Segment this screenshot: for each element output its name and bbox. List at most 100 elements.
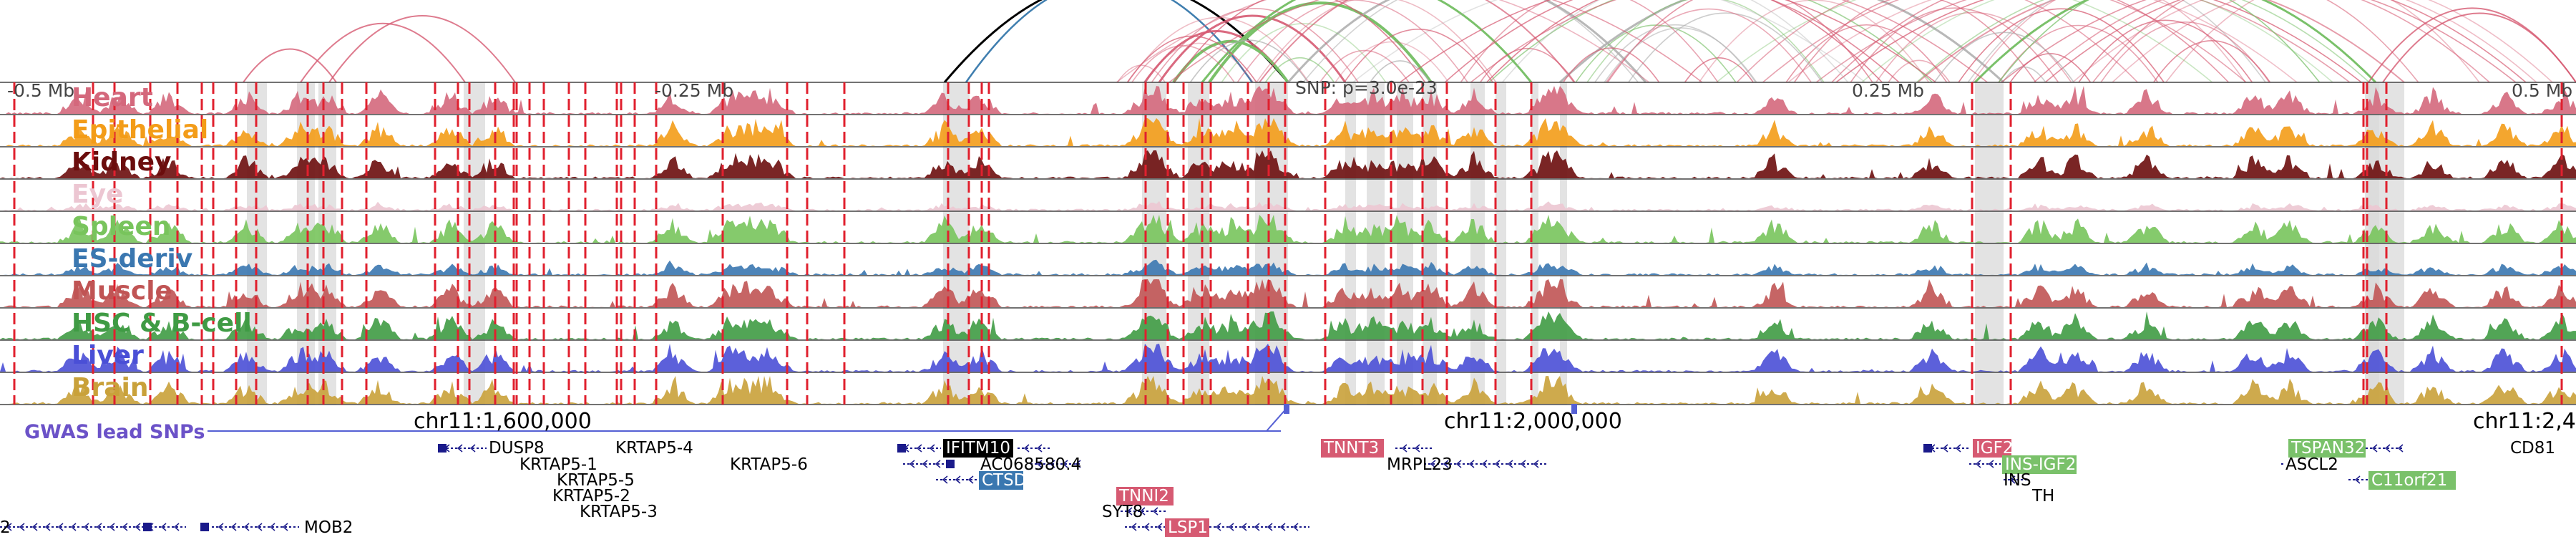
snp-marker-lines	[13, 82, 2563, 405]
track-label-spleen: Spleen	[72, 212, 171, 241]
interaction-arc	[1501, 0, 1849, 83]
gene-structures	[0, 444, 2404, 531]
strand-arrow	[31, 523, 38, 531]
interaction-arc	[1606, 0, 1873, 83]
gene-ascl2[interactable]: ASCL2	[2285, 455, 2338, 474]
interaction-arc	[1335, 41, 1450, 83]
interaction-arc	[1151, 8, 1359, 83]
gene-ins-igf2[interactable]: INS-IGF2	[2005, 455, 2076, 474]
strand-arrow	[2009, 475, 2016, 484]
interaction-arc	[1698, 0, 1930, 83]
interaction-arc	[1256, 0, 1497, 83]
track-label-brain: Brain	[72, 373, 148, 402]
gene-krtap5-1[interactable]: KRTAP5-1	[519, 455, 597, 474]
gene-krtap5-6[interactable]: KRTAP5-6	[730, 455, 808, 474]
gene-ctsd[interactable]: CTSD	[982, 471, 1026, 490]
gwas-snp-mark[interactable]	[1571, 404, 1577, 414]
signal-epithelial	[0, 118, 2576, 146]
rel-label-snp-pvalue: SNP: p=3.0e-23	[1295, 77, 1438, 98]
gene-truncated-left[interactable]: 2	[0, 518, 11, 537]
track-label-es-deriv: ES-deriv	[72, 244, 192, 274]
interaction-arc	[1221, 23, 1387, 83]
interaction-arcs	[243, 0, 2576, 84]
interaction-arc	[1762, 0, 2247, 83]
strand-arrow	[2354, 475, 2361, 484]
interaction-arc	[1998, 0, 2321, 83]
interaction-arc	[2044, 0, 2527, 83]
strand-arrow	[1955, 444, 1961, 453]
gene-syt8[interactable]: SYT8	[1102, 503, 1143, 521]
gene-ins[interactable]: INS	[2004, 471, 2031, 490]
strand-arrow	[1049, 460, 1055, 468]
interaction-arc	[1558, 0, 2005, 84]
interaction-arc	[1444, 0, 1900, 83]
interaction-arc	[1169, 0, 1703, 83]
strand-arrow	[96, 523, 102, 531]
strand-arrow	[935, 460, 941, 468]
strand-arrow	[457, 444, 463, 453]
track-label-muscle: Muscle	[72, 276, 172, 306]
strand-arrow	[160, 523, 167, 531]
gene-lsp1[interactable]: LSP1	[1168, 518, 1208, 537]
strand-arrow	[122, 523, 128, 531]
strand-arrow	[1152, 507, 1158, 516]
interaction-arc	[2078, 19, 2253, 83]
rel-label-plus-0.25mb: 0.25 Mb	[1852, 80, 1924, 101]
interaction-arc	[2034, 0, 2490, 83]
signal-kidney	[0, 150, 2576, 178]
gene-cd81[interactable]: CD81	[2510, 439, 2555, 458]
signal-spleen	[0, 215, 2576, 243]
gene-tnnt3[interactable]: TNNT3	[1323, 439, 1379, 458]
strand-arrow	[1468, 460, 1475, 468]
interaction-arc	[1716, 0, 2213, 83]
interaction-arc	[1201, 0, 1533, 83]
strand-arrow	[1254, 523, 1260, 531]
interaction-arc	[1861, 0, 2333, 83]
strand-arrow	[942, 475, 948, 484]
interaction-arc	[1173, 0, 1426, 83]
strand-arrow	[19, 523, 25, 531]
strand-arrow	[1241, 523, 1247, 531]
gene-mob2[interactable]: MOB2	[304, 518, 353, 537]
interaction-arc	[1236, 0, 1468, 83]
gene-tspan32[interactable]: TSPAN32	[2290, 439, 2365, 458]
interaction-arc	[1158, 14, 1347, 83]
gwas-snp-mark[interactable]	[1284, 404, 1289, 414]
interaction-arc	[1131, 45, 1235, 83]
rel-label-plus-0.5mb: 0.5 Mb	[2512, 80, 2572, 101]
strand-arrow	[57, 523, 64, 531]
strand-arrow	[1156, 523, 1163, 531]
gene-th[interactable]: TH	[2031, 487, 2054, 505]
gene-mrpl23[interactable]: MRPL23	[1387, 455, 1453, 474]
interaction-arc	[1302, 0, 1639, 83]
gene-krtap5-2[interactable]: KRTAP5-2	[552, 487, 630, 505]
gene-c11orf21[interactable]: C11orf21	[2371, 471, 2447, 490]
gene-tnni2[interactable]: TNNI2	[1118, 487, 1169, 505]
strand-arrow	[909, 460, 915, 468]
interaction-arc	[1785, 24, 1948, 83]
interaction-arc	[1787, 0, 2298, 83]
track-labels: Heart Epithelial Kidney Eye Spleen ES-de…	[72, 83, 252, 402]
interaction-arc	[2382, 12, 2576, 83]
strand-arrow	[2371, 444, 2378, 453]
gene-krtap5-3[interactable]: KRTAP5-3	[580, 503, 658, 521]
strand-arrow	[1520, 460, 1526, 468]
interaction-arc	[1460, 0, 1719, 83]
gene-krtap5-4[interactable]: KRTAP5-4	[615, 439, 693, 458]
signal-eye	[0, 200, 2576, 211]
strand-arrow	[929, 444, 935, 453]
gene-krtap5-5[interactable]: KRTAP5-5	[557, 471, 635, 490]
gwas-track-label: GWAS lead SNPs	[24, 421, 205, 443]
signal-hsc-b-cell	[0, 311, 2576, 339]
interaction-arc	[243, 48, 337, 83]
gene-igf2[interactable]: IGF2	[1976, 439, 2013, 458]
gene-dusp8[interactable]: DUSP8	[489, 439, 545, 458]
interaction-arc	[2100, 21, 2270, 83]
strand-arrow	[955, 475, 961, 484]
track-label-eye: Eye	[72, 180, 123, 209]
gene-ac068580-4[interactable]: AC068580.4	[980, 455, 1081, 474]
gene-ifitm10[interactable]: IFITM10	[946, 439, 1010, 458]
coord-label-2000000: chr11:2,000,000	[1444, 409, 1622, 434]
strand-arrow	[469, 444, 476, 453]
interaction-arc	[1370, 60, 1431, 83]
